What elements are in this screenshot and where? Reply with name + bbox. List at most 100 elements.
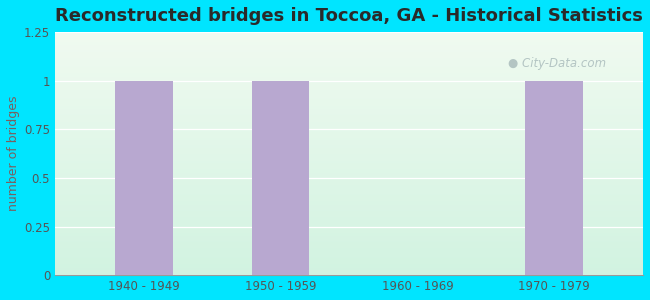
Bar [55,196,643,197]
Bar [55,44,643,45]
Text: ● City-Data.com: ● City-Data.com [508,57,606,70]
Bar [55,100,643,101]
Bar [55,78,643,80]
Bar [55,234,643,235]
Bar [55,161,643,162]
Bar [55,253,643,254]
Bar [55,38,643,39]
Bar [55,151,643,152]
Bar [55,216,643,217]
Bar [55,225,643,226]
Bar [55,37,643,38]
Bar [55,189,643,190]
Bar [55,66,643,67]
Bar [55,173,643,174]
Bar [55,160,643,161]
Bar [55,67,643,68]
Bar [55,116,643,117]
Bar [55,242,643,244]
Bar [55,169,643,171]
Bar [55,95,643,97]
Bar [55,40,643,42]
Bar [55,223,643,224]
Bar [55,236,643,238]
Bar [55,58,643,59]
Bar [55,262,643,263]
Bar [55,148,643,149]
Bar [55,65,643,66]
Bar [55,74,643,75]
Bar [55,171,643,172]
Bar [55,273,643,274]
Bar [55,33,643,34]
Bar [55,133,643,134]
Bar [55,247,643,248]
Bar [55,201,643,202]
Bar [55,93,643,94]
Bar [55,250,643,251]
Title: Reconstructed bridges in Toccoa, GA - Historical Statistics: Reconstructed bridges in Toccoa, GA - Hi… [55,7,643,25]
Bar [55,124,643,126]
Bar [55,132,643,133]
Bar [55,176,643,177]
Bar [55,219,643,220]
Bar [55,185,643,186]
Bar [55,203,643,205]
Bar [55,122,643,123]
Bar [55,155,643,156]
Bar [55,109,643,110]
Bar [55,261,643,262]
Bar [55,172,643,173]
Bar [55,218,643,219]
Bar [55,244,643,245]
Bar [252,81,309,275]
Bar [55,64,643,65]
Bar [55,77,643,78]
Bar [55,48,643,49]
Bar [55,211,643,212]
Bar [55,123,643,124]
Bar [55,52,643,53]
Bar [55,191,643,193]
Bar [55,134,643,135]
Bar [55,252,643,253]
Bar [55,59,643,60]
Bar [55,229,643,230]
Bar [55,140,643,142]
Bar [55,228,643,229]
Bar [55,157,643,158]
Bar [55,105,643,106]
Bar [55,55,643,56]
Bar [55,32,643,33]
Bar [115,81,173,275]
Bar [55,60,643,61]
Bar [55,92,643,93]
Bar [55,270,643,272]
Bar [55,46,643,48]
Bar [55,168,643,169]
Bar [55,274,643,275]
Bar [55,214,643,216]
Bar [55,167,643,168]
Bar [55,256,643,257]
Bar [55,241,643,242]
Bar [55,36,643,37]
Bar [55,143,643,144]
Bar [55,89,643,90]
Bar [55,190,643,191]
Bar [55,222,643,223]
Bar [55,231,643,232]
Bar [55,213,643,214]
Bar [55,263,643,264]
Bar [55,71,643,72]
Bar [55,39,643,41]
Bar [55,111,643,112]
Bar [55,178,643,179]
Bar [55,130,643,132]
Bar [55,103,643,104]
Bar [55,97,643,98]
Bar [55,177,643,178]
Bar [55,104,643,105]
Bar [55,220,643,222]
Bar [55,106,643,107]
